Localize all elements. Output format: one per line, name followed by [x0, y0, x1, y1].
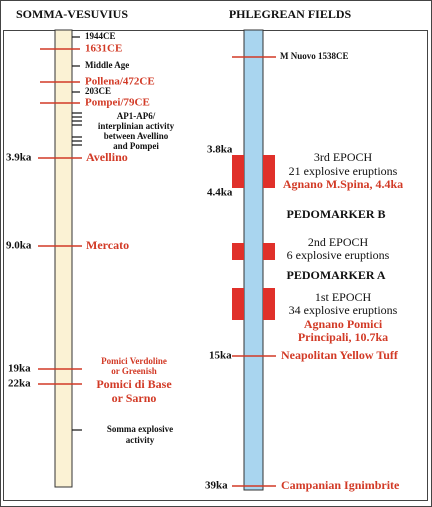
epoch-example: Agnano M.Spina, 4.4ka — [283, 177, 403, 191]
phlegrean-events: M Nuovo 1538CE 3.8ka 4.4ka 3rd EPOCH 21 … — [205, 51, 403, 492]
event-label: 1631CE — [85, 43, 122, 55]
age-label: 39ka — [205, 480, 228, 492]
event-label: 1944CE — [85, 31, 116, 41]
epoch-example: Agnano Pomici — [304, 317, 383, 331]
column-title: SOMMA-VESUVIUS — [16, 7, 128, 21]
phlegrean-column — [243, 29, 264, 491]
epoch-block — [232, 155, 244, 188]
epoch-description: 21 explosive eruptions — [289, 164, 398, 178]
age-label: 19ka — [8, 363, 31, 375]
event-label: Somma explosive — [107, 424, 173, 434]
age-label: 9.0ka — [6, 240, 32, 252]
event-label: Pompei/79CE — [85, 97, 150, 109]
age-label: 3.8ka — [207, 144, 233, 156]
event-label: activity — [126, 435, 155, 445]
event-label: Mercato — [86, 238, 129, 252]
epoch-title: 3rd EPOCH — [314, 150, 373, 164]
epoch-example: Principali, 10.7ka — [298, 330, 388, 344]
vesuvius-column — [54, 29, 73, 488]
event-label: or Greenish — [111, 366, 156, 376]
event-label: Neapolitan Yellow Tuff — [281, 348, 399, 362]
event-label: and Pompei — [113, 141, 159, 151]
inner-frame — [3, 30, 428, 501]
event-label: between Avellino — [104, 131, 169, 141]
event-label: or Sarno — [112, 391, 157, 405]
event-label: Pollena/472CE — [85, 76, 155, 88]
event-label: Pomici Verdoline — [101, 356, 167, 366]
event-label: interplinian activity — [98, 121, 175, 131]
event-label: Pomici di Base — [96, 377, 172, 391]
pedomarker: PEDOMARKER A — [287, 268, 386, 282]
epoch-block — [263, 243, 275, 260]
event-label: 203CE — [85, 86, 111, 96]
epoch-description: 6 explosive eruptions — [287, 248, 390, 262]
ap-ticks — [72, 112, 82, 146]
event-label: AP1-AP6/ — [117, 111, 156, 121]
event-label: Avellino — [86, 150, 128, 164]
epoch-title: 2nd EPOCH — [308, 235, 369, 249]
epoch-block — [263, 288, 275, 320]
age-label: 22ka — [8, 378, 31, 390]
vesuvius-events: 1944CE 1631CE Middle Age Pollena/472CE 2… — [6, 31, 175, 445]
epoch-description: 34 explosive eruptions — [289, 303, 398, 317]
column-title: PHLEGREAN FIELDS — [229, 7, 352, 21]
age-label: 4.4ka — [207, 187, 233, 199]
age-label: 3.9ka — [6, 152, 32, 164]
pedomarker: PEDOMARKER B — [287, 207, 386, 221]
epoch-title: 1st EPOCH — [315, 290, 372, 304]
event-label: Middle Age — [85, 60, 129, 70]
epoch-block — [232, 243, 244, 260]
epoch-block — [263, 155, 275, 188]
event-label: M Nuovo 1538CE — [280, 51, 349, 61]
event-label: Campanian Ignimbrite — [281, 478, 400, 492]
age-label: 15ka — [209, 350, 232, 362]
epoch-block — [232, 288, 244, 320]
